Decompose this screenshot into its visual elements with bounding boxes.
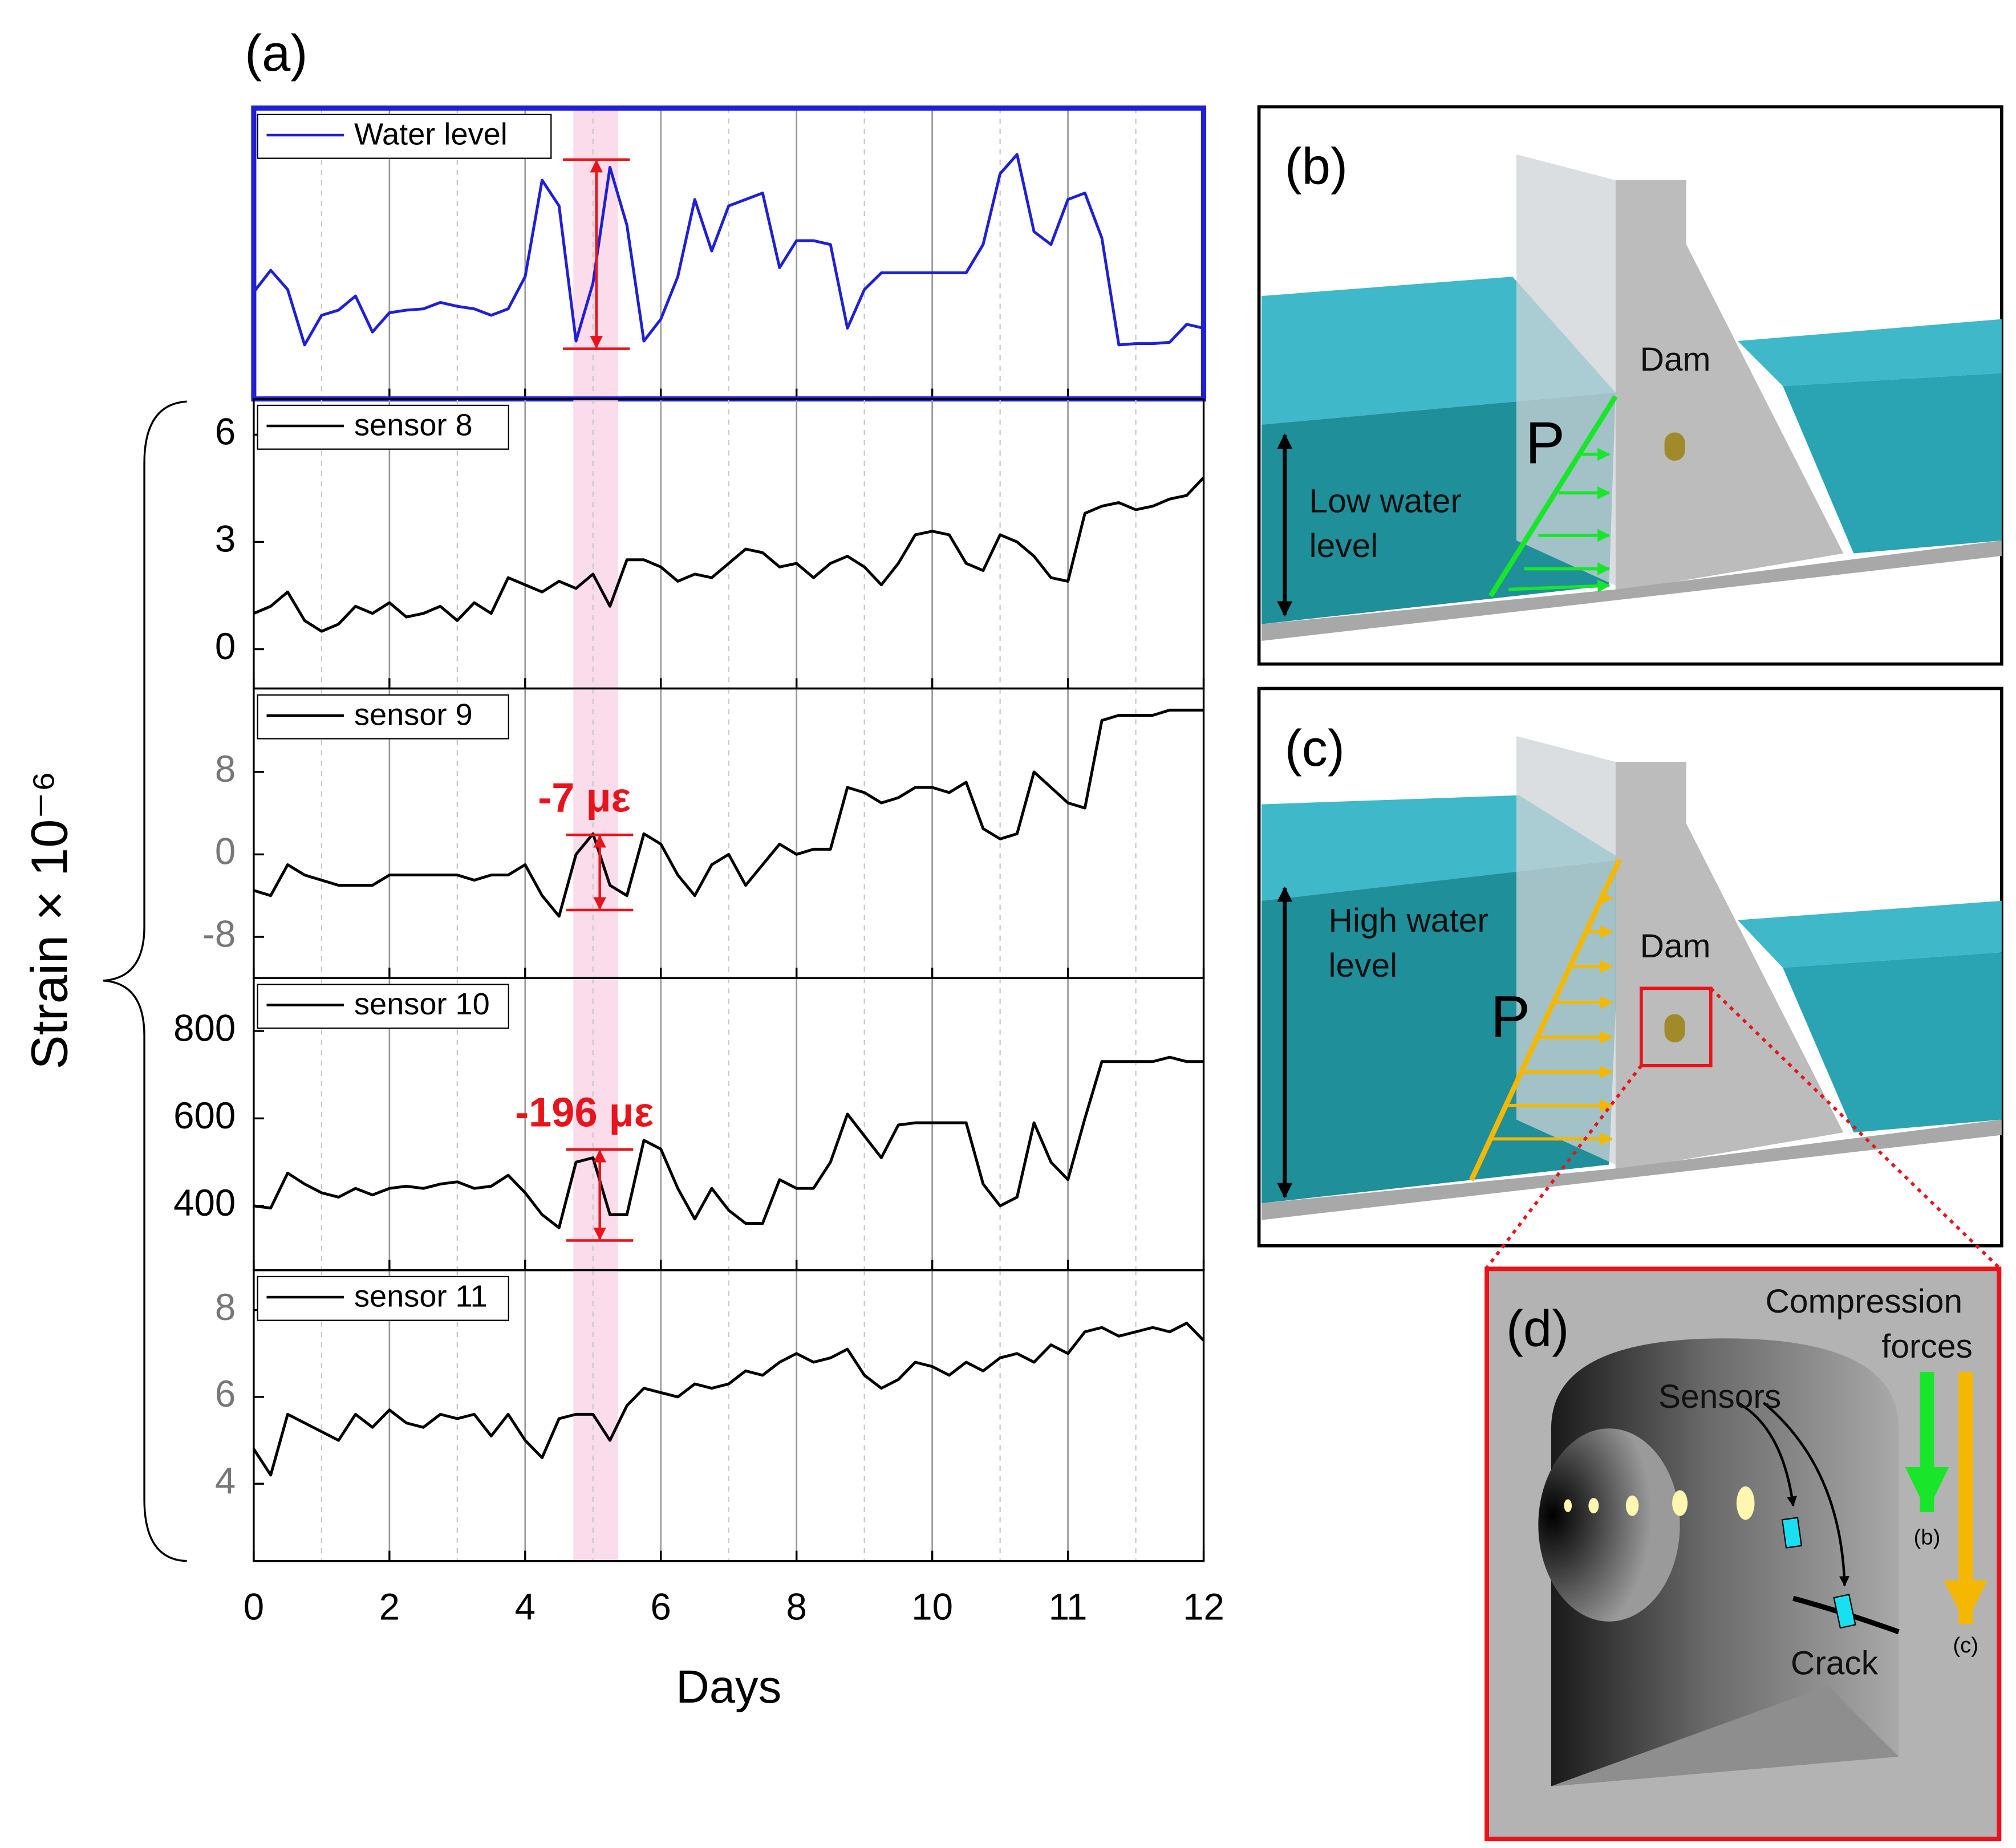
- x-tick-label: 0: [244, 1586, 264, 1628]
- y-tick-label: 800: [173, 1007, 236, 1049]
- x-tick-label: 2: [379, 1586, 400, 1628]
- water-body: [1783, 952, 2002, 1133]
- pressure-line: [1469, 858, 1622, 1181]
- gallery: [1664, 1014, 1685, 1043]
- dam: [1615, 762, 1844, 1171]
- sensor: [1781, 1517, 1803, 1549]
- compression-label: Compression: [1766, 1283, 1963, 1320]
- highlight-band: [573, 688, 618, 978]
- x-tick-label: 8: [786, 1586, 807, 1628]
- panel-label: (c): [1285, 720, 1345, 777]
- tunnel-floor: [1551, 1685, 1899, 1786]
- crack-label: Crack: [1791, 1644, 1879, 1682]
- series-line: [252, 153, 1204, 347]
- legend-label: sensor 11: [354, 1280, 488, 1314]
- panel-label: (d): [1506, 1300, 1569, 1358]
- y-tick-label: 400: [173, 1182, 236, 1224]
- legend-label: sensor 10: [354, 987, 490, 1021]
- y-tick-label: 0: [215, 831, 236, 872]
- panel-label: (a): [245, 25, 307, 82]
- water-surface: [1738, 900, 2002, 968]
- x-tick-label: 12: [1183, 1586, 1224, 1628]
- force-label: P: [1491, 984, 1530, 1050]
- water-body: [1783, 373, 2002, 554]
- water-label: Low water: [1309, 482, 1462, 519]
- pointer: [1762, 1402, 1850, 1587]
- y-tick-label: 8: [215, 1286, 236, 1328]
- y-tick-label: 8: [215, 748, 236, 790]
- x-tick-label: 6: [651, 1586, 671, 1628]
- zoom-line: [1485, 1065, 1643, 1269]
- y-axis-label: Strain × 10⁻⁶: [21, 771, 79, 1070]
- y-tick-label: 6: [215, 1373, 236, 1415]
- highlight-band: [573, 399, 618, 689]
- legend-label: Water level: [354, 117, 508, 152]
- annotation-label: -196 με: [515, 1090, 654, 1135]
- sensors-label: Sensors: [1658, 1378, 1781, 1415]
- panel-c: (c) Dam P High water level: [1257, 687, 2003, 1248]
- charts: Water level 0 3 6 sensor 8 -8 0 8 sensor 9 -7 με 4…: [173, 105, 1224, 1713]
- y-tick-label: -8: [202, 913, 236, 955]
- water-label: level: [1309, 527, 1378, 564]
- dam: [1615, 180, 1844, 592]
- brace: [103, 400, 187, 1562]
- zoom-line: [1709, 987, 2001, 1269]
- lights: [1564, 1486, 1755, 1520]
- compression-label: forces: [1881, 1328, 1973, 1365]
- gallery: [1664, 432, 1685, 461]
- tunnel-depth: [1538, 1428, 1680, 1622]
- force-arrowhead: [1944, 1580, 1988, 1624]
- dam-label: Dam: [1640, 341, 1711, 378]
- ground: [1261, 540, 2002, 641]
- annotation-label: -7 με: [538, 775, 631, 821]
- y-tick-label: 4: [215, 1460, 236, 1501]
- panel-b: (b) Dam P Low water level: [1257, 105, 2003, 666]
- arrow-label: (c): [1953, 1633, 1978, 1658]
- force-arrowhead: [1905, 1467, 1949, 1512]
- x-tick-label: 4: [515, 1586, 536, 1628]
- x-tick-label: 10: [911, 1586, 953, 1628]
- water-surface: [1738, 319, 2002, 387]
- water-label: level: [1328, 947, 1397, 984]
- series-line: [252, 1322, 1205, 1477]
- y-tick-label: 3: [215, 518, 236, 560]
- pressure-line: [1488, 395, 1618, 598]
- zoom-box: [1640, 986, 1713, 1067]
- dam-crest: [1516, 736, 1616, 1165]
- series-line: [253, 476, 1205, 633]
- water-label: High water: [1328, 902, 1488, 939]
- series-line: [253, 1055, 1204, 1229]
- dam-crest: [1516, 154, 1616, 586]
- arrow-label: (b): [1914, 1525, 1941, 1549]
- ground: [1261, 1119, 2002, 1220]
- sensor: [1833, 1594, 1856, 1629]
- panel-d: (d) Compression forces Sensors Crack (b)…: [1484, 1266, 2002, 1842]
- legend-label: sensor 9: [354, 697, 473, 732]
- force-label: P: [1526, 411, 1565, 477]
- dam-label: Dam: [1640, 928, 1711, 965]
- pressure-arrows: [1508, 448, 1611, 592]
- pointer: [1737, 1402, 1798, 1507]
- panel-label: (b): [1285, 138, 1348, 196]
- plot-frame: [253, 1269, 1205, 1562]
- x-tick-label: 11: [1049, 1586, 1088, 1628]
- series-line: [253, 708, 1204, 918]
- y-tick-label: 0: [215, 626, 236, 667]
- legend-label: sensor 8: [354, 408, 473, 442]
- y-tick-label: 600: [173, 1095, 236, 1136]
- pressure-arrows: [1490, 892, 1613, 1146]
- y-tick-label: 6: [215, 411, 236, 453]
- x-axis-label: Days: [676, 1661, 781, 1713]
